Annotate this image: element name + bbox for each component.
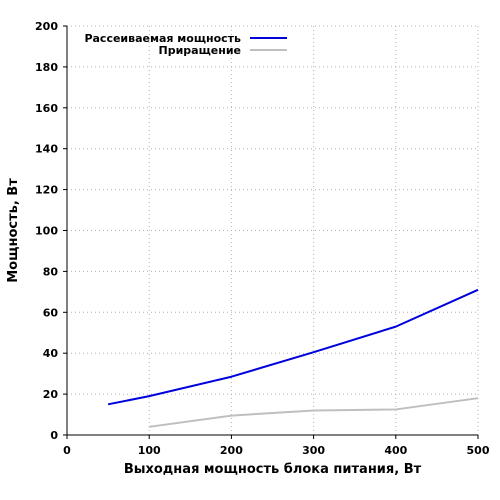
y-tick-label: 20 (43, 388, 59, 401)
x-axis-title: Выходная мощность блока питания, Вт (124, 462, 422, 477)
y-tick-label: 180 (35, 61, 58, 74)
legend-label: Рассеиваемая мощность (84, 32, 241, 45)
x-tick-label: 500 (467, 444, 490, 457)
y-tick-label: 60 (43, 306, 59, 319)
series-line-0 (107, 288, 479, 406)
grid (67, 25, 479, 435)
y-tick-label: 200 (35, 20, 58, 33)
x-tick-label: 400 (384, 444, 407, 457)
y-tick-label: 0 (50, 429, 58, 442)
ticks: 0 20 40 60 80 100 120 140 160 180 200 0 100 200 300 400… (35, 20, 490, 457)
x-tick-label: 0 (63, 444, 71, 457)
y-tick-label: 100 (35, 225, 58, 238)
legend-label: Приращение (159, 44, 241, 57)
y-tick-label: 80 (43, 265, 59, 278)
y-tick-label: 120 (35, 184, 58, 197)
y-tick-label: 160 (35, 102, 58, 115)
y-tick-label: 140 (35, 143, 58, 156)
series (107, 288, 479, 428)
y-axis-title: Мощность, Вт (6, 178, 21, 283)
series-line-1 (149, 397, 479, 428)
axes (66, 26, 478, 436)
y-tick-label: 40 (43, 347, 59, 360)
x-tick-label: 100 (138, 444, 161, 457)
x-tick-label: 300 (302, 444, 325, 457)
x-tick-label: 200 (220, 444, 243, 457)
